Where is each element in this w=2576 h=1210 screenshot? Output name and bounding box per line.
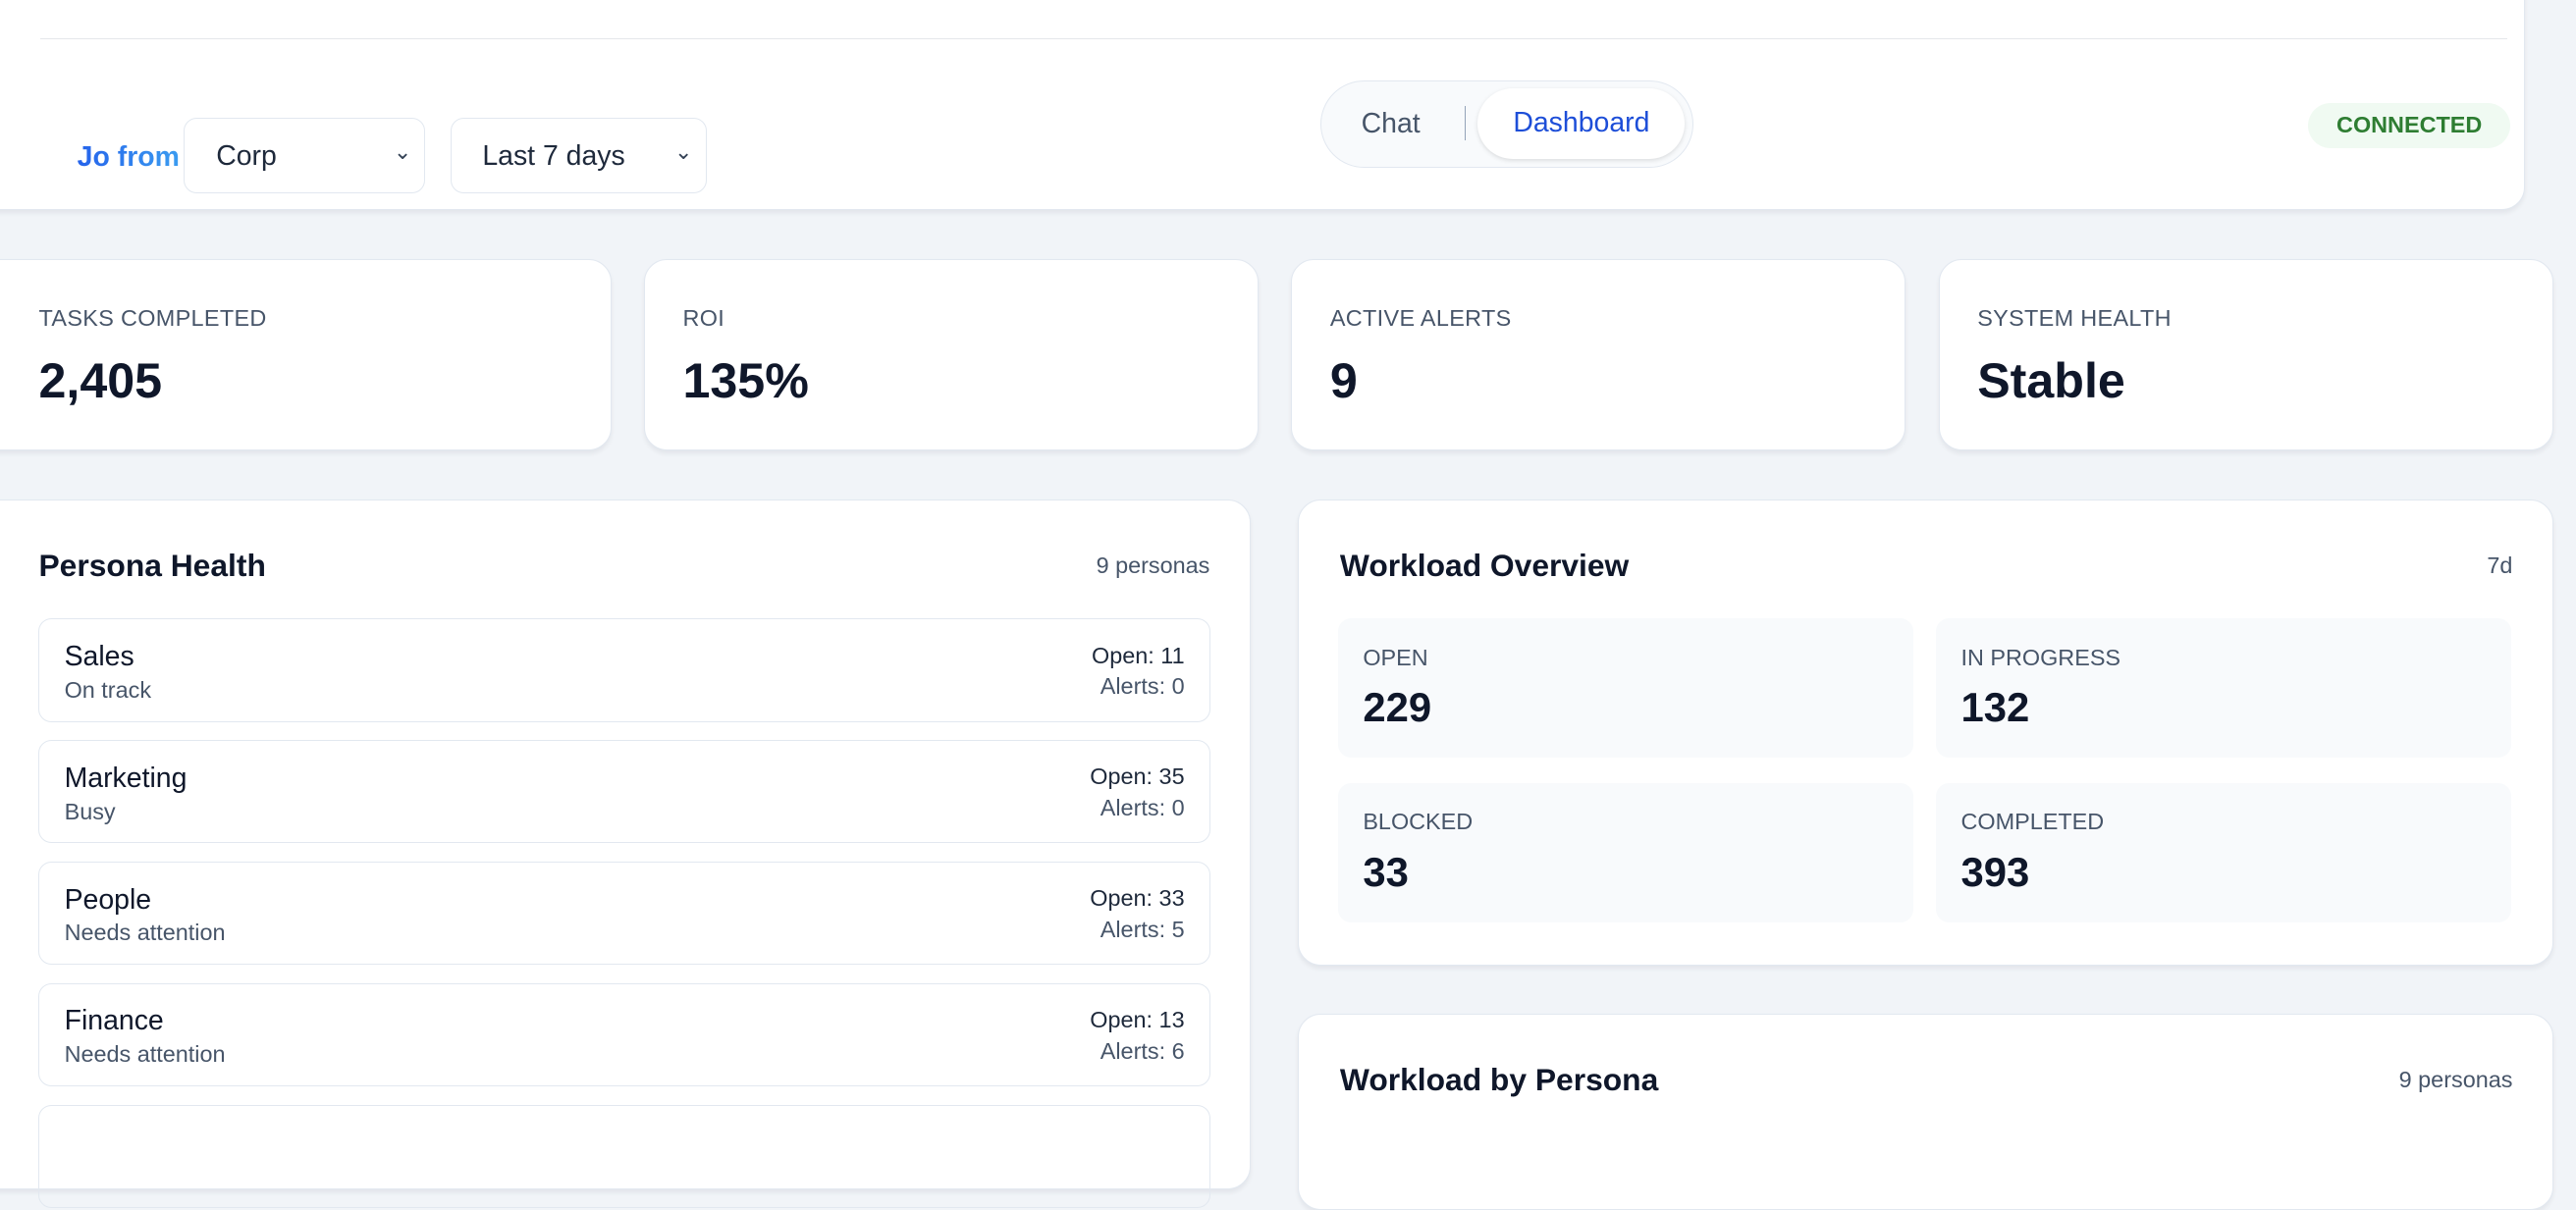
- persona-status: Busy: [64, 798, 116, 824]
- tile-value: 132: [1960, 684, 2030, 731]
- persona-status: Needs attention: [64, 1041, 226, 1068]
- panel-title: Persona Health: [38, 548, 266, 584]
- range-select[interactable]: Last 7 days ⌄: [450, 118, 707, 194]
- persona-open-count: Open: 35: [1090, 763, 1185, 790]
- tab-dashboard[interactable]: Dashboard: [1477, 87, 1686, 159]
- panel-meta: 7d: [2487, 552, 2513, 579]
- persona-item-people[interactable]: People Needs attention Open: 33 Alerts: …: [38, 861, 1210, 966]
- tile-value: 229: [1363, 684, 1432, 731]
- kpi-value: 9: [1329, 353, 1358, 409]
- persona-alert-count: Alerts: 6: [1100, 1037, 1185, 1064]
- connection-status-badge: CONNECTED: [2308, 103, 2511, 148]
- persona-name: Marketing: [64, 762, 188, 794]
- kpi-card-system-health: SYSTEM HEALTH Stable: [1938, 259, 2553, 450]
- divider: [1465, 106, 1466, 141]
- workload-overview-panel: Workload Overview 7d OPEN 229 IN PROGRESS…: [1298, 499, 2553, 966]
- tab-chat[interactable]: Chat: [1361, 107, 1421, 139]
- persona-name: Sales: [64, 640, 134, 672]
- tile-value: 393: [1960, 848, 2030, 895]
- tile-value: 33: [1363, 848, 1409, 895]
- chevron-down-icon: ⌄: [393, 138, 412, 164]
- persona-health-panel: Persona Health 9 personas Sales On track…: [0, 499, 1251, 1208]
- kpi-card-tasks-completed: TASKS COMPLETED 2,405: [0, 259, 612, 450]
- kpi-label: TASKS COMPLETED: [38, 304, 267, 331]
- kpi-value: 2,405: [38, 353, 163, 409]
- kpi-label: ACTIVE ALERTS: [1329, 304, 1512, 331]
- stat-tile-completed: COMPLETED 393: [1936, 782, 2512, 922]
- kpi-card-roi: ROI 135%: [644, 259, 1259, 450]
- tile-label: OPEN: [1363, 644, 1428, 670]
- persona-name: Finance: [64, 1005, 164, 1037]
- panel-title: Workload by Persona: [1339, 1062, 1659, 1098]
- persona-alert-count: Alerts: 0: [1100, 673, 1185, 700]
- panel-title: Workload Overview: [1339, 548, 1630, 584]
- panel-meta: 9 personas: [1096, 552, 1210, 579]
- stat-tile-in-progress: IN PROGRESS 132: [1936, 618, 2512, 759]
- kpi-card-active-alerts: ACTIVE ALERTS 9: [1291, 259, 1906, 450]
- kpi-value: Stable: [1977, 353, 2125, 409]
- org-select-value: Corp: [216, 140, 277, 173]
- persona-item-marketing[interactable]: Marketing Busy Open: 35 Alerts: 0: [38, 740, 1210, 844]
- kpi-label: SYSTEM HEALTH: [1977, 304, 2172, 331]
- persona-status: On track: [64, 676, 152, 703]
- header-bar: [0, 0, 2526, 211]
- persona-item-finance[interactable]: Finance Needs attention Open: 13 Alerts:…: [38, 982, 1210, 1087]
- tile-label: IN PROGRESS: [1960, 644, 2121, 670]
- persona-open-count: Open: 13: [1090, 1007, 1185, 1033]
- org-select[interactable]: Corp ⌄: [184, 118, 426, 194]
- divider: [40, 38, 2508, 40]
- stat-tile-open: OPEN 229: [1338, 618, 1913, 759]
- workload-by-persona-panel: Workload by Persona 9 personas: [1298, 1013, 2553, 1210]
- tile-label: COMPLETED: [1960, 809, 2105, 835]
- stat-tile-blocked: BLOCKED 33: [1338, 782, 1913, 922]
- persona-open-count: Open: 33: [1090, 885, 1185, 912]
- persona-alert-count: Alerts: 5: [1100, 917, 1185, 943]
- tile-label: BLOCKED: [1363, 809, 1474, 835]
- persona-open-count: Open: 11: [1092, 642, 1185, 668]
- view-toggle: Chat Dashboard: [1320, 80, 1694, 168]
- persona-status: Needs attention: [64, 920, 226, 946]
- kpi-value: 135%: [682, 353, 809, 409]
- kpi-label: ROI: [682, 304, 725, 331]
- persona-alert-count: Alerts: 0: [1100, 795, 1185, 821]
- range-select-value: Last 7 days: [482, 140, 625, 173]
- persona-item-sales[interactable]: Sales On track Open: 11 Alerts: 0: [38, 618, 1210, 722]
- panel-meta: 9 personas: [2398, 1067, 2513, 1093]
- brand-label: Jo from: [77, 140, 180, 173]
- persona-name: People: [64, 883, 152, 916]
- chevron-down-icon: ⌄: [673, 138, 693, 164]
- persona-item[interactable]: [38, 1104, 1210, 1208]
